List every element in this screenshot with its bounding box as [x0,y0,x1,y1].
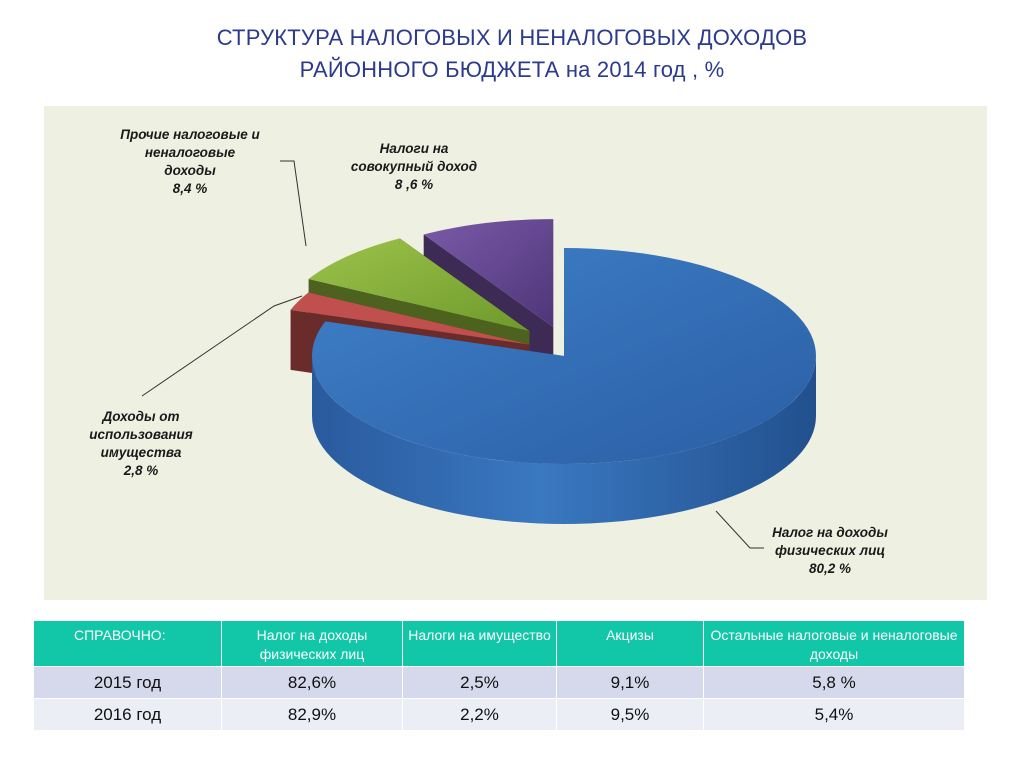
table-row: 2016 год 82,9% 2,2% 9,5% 5,4% [33,698,965,731]
title-line-2: РАЙОННОГО БЮДЖЕТА на 2014 год , % [299,57,725,82]
leader-line-income-tax [715,510,764,549]
table-cell: 9,5% [556,698,704,731]
header-cell-other-revenue: Остальные налоговые и неналоговые доходы [703,620,965,667]
label-personal-income-tax: Налог на доходы физических лиц 80,2 % [772,525,888,576]
reference-table-header: СПРАВОЧНО: Налог на доходы физических ли… [33,620,965,667]
table-cell: 9,1% [556,666,704,699]
pie-slice-personal-income-tax [312,248,816,524]
header-cell-property-tax: Налоги на имущество [402,620,557,667]
reference-table: СПРАВОЧНО: Налог на доходы физических ли… [33,620,965,731]
leader-line-other [280,160,307,247]
label-aggregate-income-tax: Налоги на совокупный доход 8 ,6 % [350,141,478,192]
title-line-1: СТРУКТУРА НАЛОГОВЫХ И НЕНАЛОГОВЫХ ДОХОДО… [216,25,808,50]
pie-chart-panel: Прочие налоговые и неналоговые доходы 8,… [44,106,987,600]
pie-slice-personal-income-tax-side [312,356,816,524]
table-row: 2015 год 82,6% 2,5% 9,1% 5,8 % [33,666,965,699]
label-property-income: Доходы от использования имущества 2,8 % [89,409,193,478]
header-cell-personal-income-tax: Налог на доходы физических лиц [221,620,403,667]
header-cell-reference: СПРАВОЧНО: [33,620,222,667]
table-cell: 82,6% [221,666,403,699]
label-other-revenue: Прочие налоговые и неналоговые доходы 8,… [120,127,260,196]
pie-slice-personal-income-tax-top [312,248,816,465]
pie-slice-aggregate-income-tax-top [423,219,554,328]
table-cell: 2,2% [402,698,557,731]
table-cell: 2015 год [33,666,222,699]
pie-slice-property-income-top [290,292,530,345]
pie-chart [141,160,816,549]
table-cell: 82,9% [221,698,403,731]
leader-line-property [141,295,303,397]
header-cell-excise: Акцизы [556,620,704,667]
table-cell: 2016 год [33,698,222,731]
pie-slice-other-revenue-top [308,238,530,332]
table-cell: 2,5% [402,666,557,699]
table-cell: 5,8 % [703,666,965,699]
table-cell: 5,4% [703,698,965,731]
page-title: СТРУКТУРА НАЛОГОВЫХ И НЕНАЛОГОВЫХ ДОХОДО… [0,22,1024,86]
